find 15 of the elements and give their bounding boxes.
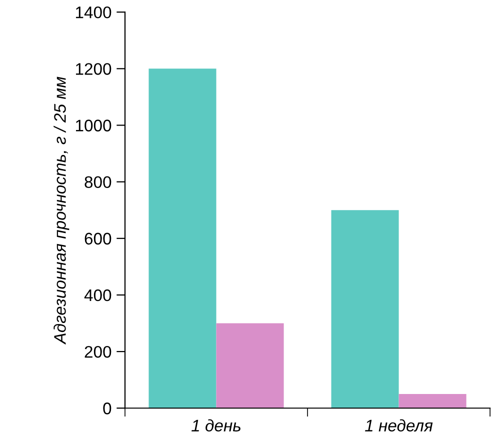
y-tick-label: 800 bbox=[84, 176, 112, 188]
y-tick-label: 1000 bbox=[76, 120, 112, 132]
y-tick-label: 600 bbox=[84, 232, 112, 245]
y-tick-label: 1200 bbox=[76, 63, 112, 75]
y-tick-label: 400 bbox=[84, 289, 112, 302]
y-axis-title: Адгезионная прочность, г / 25 мм bbox=[54, 76, 70, 345]
bar bbox=[148, 68, 216, 408]
bar bbox=[216, 323, 284, 408]
bar bbox=[398, 394, 466, 408]
y-tick-label: 0 bbox=[103, 402, 112, 414]
y-tick-label: 200 bbox=[84, 346, 112, 358]
x-tick-label: 1 неделя bbox=[365, 419, 433, 432]
x-tick-label: 1 день bbox=[192, 419, 240, 432]
bar bbox=[331, 210, 399, 408]
y-tick-label: 1400 bbox=[76, 6, 112, 18]
